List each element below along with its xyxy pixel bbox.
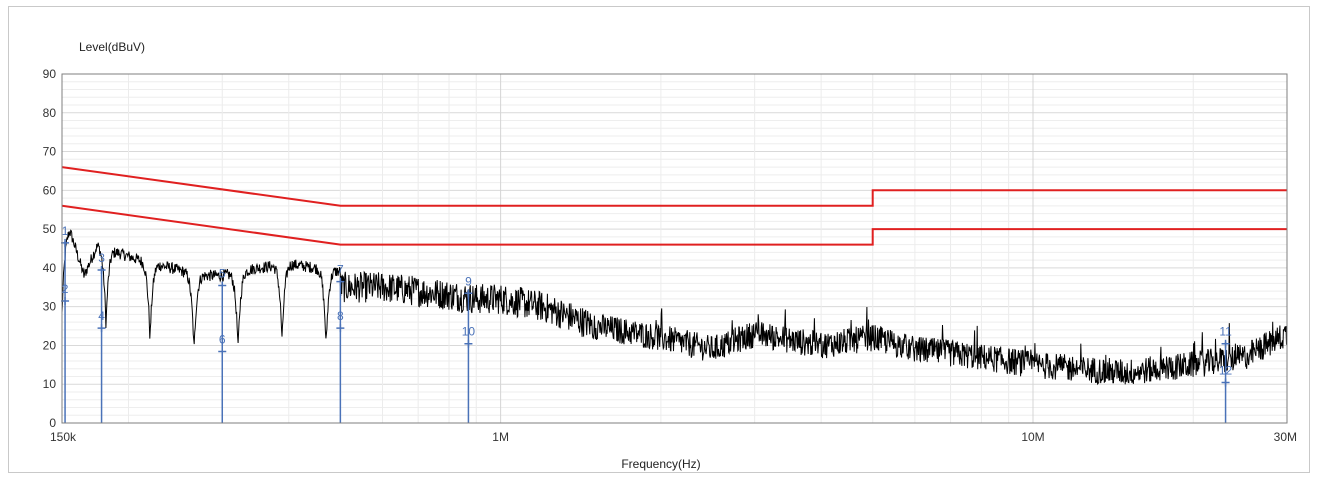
x-tick-label: 150k <box>50 430 77 444</box>
marker-label: 1 <box>62 224 69 238</box>
y-tick-label: 40 <box>43 261 57 275</box>
measurement-trace-group <box>61 229 1288 386</box>
measurement-trace <box>61 229 1288 386</box>
marker-label: 5 <box>219 267 226 281</box>
y-tick-label: 10 <box>43 377 57 391</box>
y-tick-label: 30 <box>43 300 57 314</box>
marker-point <box>336 277 345 286</box>
marker-point <box>464 339 473 348</box>
x-tick-label: 1M <box>492 430 509 444</box>
marker-point <box>336 324 345 333</box>
axis-ticks: 0 10 20 30 40 50 60 70 80 90 150k 1M 10M 30M <box>43 67 1297 444</box>
emission-chart: Level(dBuV) Frequency(Hz) 0 10 20 30 40 50 60 7… <box>43 40 1297 471</box>
y-tick-label: 0 <box>49 416 56 430</box>
marker-label: 7 <box>337 263 344 277</box>
marker-point <box>97 324 106 333</box>
marker-label: 2 <box>62 282 69 296</box>
limit-lines <box>61 166 1287 246</box>
marker-label: 10 <box>462 325 476 339</box>
x-axis-title: Frequency(Hz) <box>621 457 700 471</box>
y-tick-label: 50 <box>43 222 57 236</box>
marker-point <box>218 281 227 290</box>
marker-label: 8 <box>337 309 344 323</box>
marker-label: 4 <box>98 309 105 323</box>
marker-label: 3 <box>98 251 105 265</box>
plot-area-border <box>61 73 1288 424</box>
chart-frame: Level(dBuV) Frequency(Hz) 0 10 20 30 40 50 60 7… <box>8 6 1310 473</box>
marker-label: 9 <box>465 274 472 288</box>
marker-label: 12 <box>1219 363 1233 377</box>
y-tick-label: 90 <box>43 67 57 81</box>
marker-point <box>1221 378 1230 387</box>
y-tick-label: 20 <box>43 338 57 352</box>
y-tick-label: 80 <box>43 106 57 120</box>
marker-label: 11 <box>1219 325 1232 339</box>
x-tick-label: 30M <box>1274 430 1297 444</box>
marker-point <box>1221 339 1230 348</box>
marker-point <box>218 347 227 356</box>
limit-line-upper <box>61 166 1287 207</box>
y-tick-label: 70 <box>43 145 57 159</box>
marker-label: 6 <box>219 332 226 346</box>
marker-point <box>464 289 473 298</box>
marker-point <box>97 266 106 275</box>
x-tick-label: 10M <box>1021 430 1044 444</box>
y-tick-label: 60 <box>43 183 57 197</box>
y-axis-title: Level(dBuV) <box>79 40 145 54</box>
limit-line-lower <box>61 204 1287 246</box>
